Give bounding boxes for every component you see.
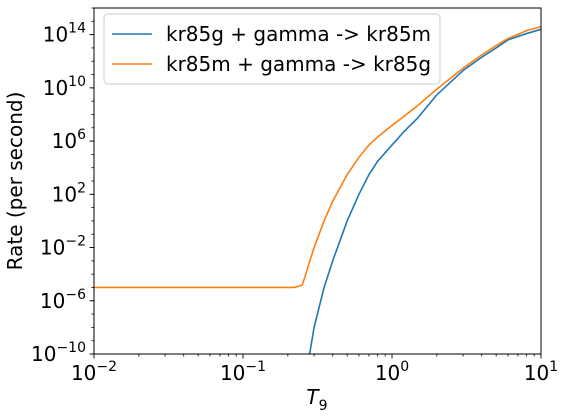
x-tick-label: 101 — [524, 359, 558, 385]
y-axis-label: Rate (per second) — [3, 92, 27, 271]
y-tick-label: 106 — [52, 127, 86, 153]
legend-frame — [103, 13, 441, 85]
legend: kr85g + gamma -> kr85m kr85m + gamma -> … — [103, 13, 441, 85]
series-line-0 — [308, 28, 542, 355]
legend-label-kr85m: kr85m + gamma -> kr85g — [166, 52, 431, 76]
x-axis: 10−2 10−1 100 101 — [71, 354, 558, 385]
x-axis-label-subscript: 9 — [319, 398, 328, 414]
y-tick-label: 1014 — [43, 21, 86, 47]
y-tick-label: 10−2 — [40, 234, 86, 260]
x-tick-label: 100 — [375, 359, 409, 385]
x-axis-label: T9 — [306, 385, 327, 414]
x-axis-label-main: T — [306, 385, 320, 409]
y-axis: 10−10 10−6 10−2 102 106 1010 1014 — [31, 7, 94, 366]
series-line-1 — [94, 25, 542, 289]
y-tick-label: 1010 — [43, 74, 86, 100]
x-tick-label: 10−2 — [71, 359, 117, 385]
y-tick-label: 10−10 — [31, 340, 86, 366]
y-tick-label: 10−6 — [40, 287, 86, 313]
x-tick-label: 10−1 — [220, 359, 266, 385]
legend-label-kr85g: kr85g + gamma -> kr85m — [166, 22, 431, 46]
series-layer — [94, 25, 542, 355]
y-tick-label: 102 — [52, 180, 86, 206]
